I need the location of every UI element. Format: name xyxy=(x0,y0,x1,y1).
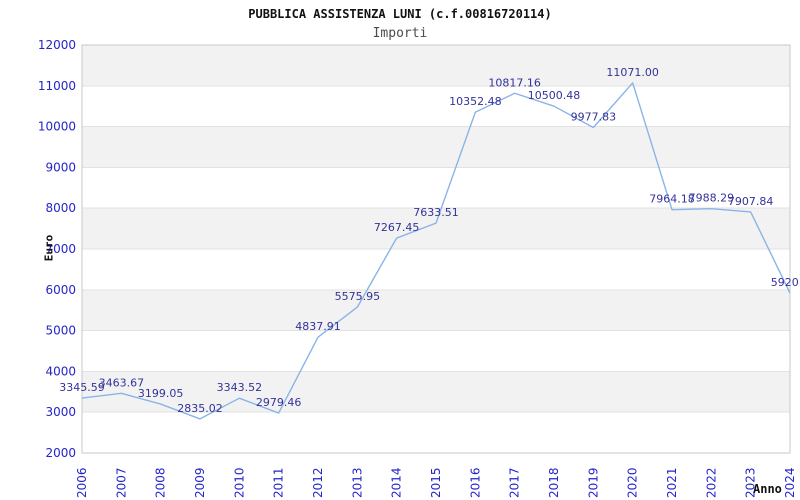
plot-band xyxy=(82,45,790,86)
y-tick-label: 6000 xyxy=(45,283,76,297)
y-tick-label: 9000 xyxy=(45,160,76,174)
data-point-label: 7633.51 xyxy=(413,206,459,219)
plot-band xyxy=(82,85,790,127)
data-point-label: 7267.45 xyxy=(374,221,420,234)
x-tick-label: 2024 xyxy=(783,467,797,498)
x-tick-label: 2021 xyxy=(665,467,679,498)
series-line xyxy=(81,82,791,420)
x-tick-label: 2022 xyxy=(704,467,718,498)
data-point-label: 3345.59 xyxy=(59,381,105,394)
plot-band xyxy=(82,371,790,413)
data-point-label: 11071.00 xyxy=(606,66,659,79)
x-tick-label: 2011 xyxy=(272,467,286,498)
y-tick-label: 10000 xyxy=(38,120,76,134)
data-point-label: 5575.95 xyxy=(335,290,381,303)
y-axis-title: Euro xyxy=(42,234,56,262)
y-tick-label: 8000 xyxy=(45,201,76,215)
plot-band xyxy=(82,330,790,372)
x-tick-label: 2019 xyxy=(586,467,600,498)
x-tick-label: 2016 xyxy=(468,467,482,498)
x-tick-label: 2023 xyxy=(744,467,758,498)
plot-band xyxy=(82,167,790,209)
x-tick-label: 2015 xyxy=(429,467,443,498)
data-point-label: 5920.1 xyxy=(771,276,800,289)
y-tick-label: 2000 xyxy=(45,446,76,460)
x-tick-label: 2020 xyxy=(626,467,640,498)
x-tick-label: 2013 xyxy=(350,467,364,498)
data-point-label: 2835.02 xyxy=(177,402,223,415)
data-point-label: 7988.29 xyxy=(689,192,735,205)
x-tick-label: 2018 xyxy=(547,467,561,498)
plot-band xyxy=(82,126,790,168)
plot-band xyxy=(82,249,790,290)
x-tick-label: 2014 xyxy=(390,467,404,498)
data-point-label: 10500.48 xyxy=(528,89,581,102)
y-tick-label: 4000 xyxy=(45,364,76,378)
y-tick-label: 7000 xyxy=(45,242,76,256)
y-tick-label: 11000 xyxy=(38,79,76,93)
plot-band xyxy=(82,208,790,249)
x-tick-label: 2010 xyxy=(232,467,246,498)
data-point-label: 10352.48 xyxy=(449,95,502,108)
data-point-label: 9977.83 xyxy=(571,111,617,124)
data-point-label: 7964.18 xyxy=(649,193,695,206)
x-tick-label: 2008 xyxy=(154,467,168,498)
data-point-label: 3463.67 xyxy=(99,376,145,389)
y-tick-label: 5000 xyxy=(45,324,76,338)
y-tick-label: 3000 xyxy=(45,405,76,419)
x-tick-label: 2017 xyxy=(508,467,522,498)
data-point-label: 4837.91 xyxy=(295,320,341,333)
x-tick-label: 2007 xyxy=(114,467,128,498)
plot-band xyxy=(82,289,790,331)
x-tick-label: 2009 xyxy=(193,467,207,498)
data-point-label: 10817.16 xyxy=(488,76,541,89)
data-point-label: 7907.84 xyxy=(728,195,774,208)
chart-title: PUBBLICA ASSISTENZA LUNI (c.f.0081672011… xyxy=(248,7,552,21)
x-axis-title: Anno xyxy=(753,482,782,496)
data-point-label: 2979.46 xyxy=(256,396,302,409)
chart-subtitle: Importi xyxy=(372,26,428,41)
plot-band xyxy=(82,412,790,453)
y-tick-label: 12000 xyxy=(38,38,76,52)
x-tick-label: 2012 xyxy=(311,467,325,498)
plot-border xyxy=(81,44,791,454)
data-point-label: 3199.05 xyxy=(138,387,184,400)
x-tick-label: 2006 xyxy=(75,467,89,498)
data-point-label: 3343.52 xyxy=(217,381,263,394)
